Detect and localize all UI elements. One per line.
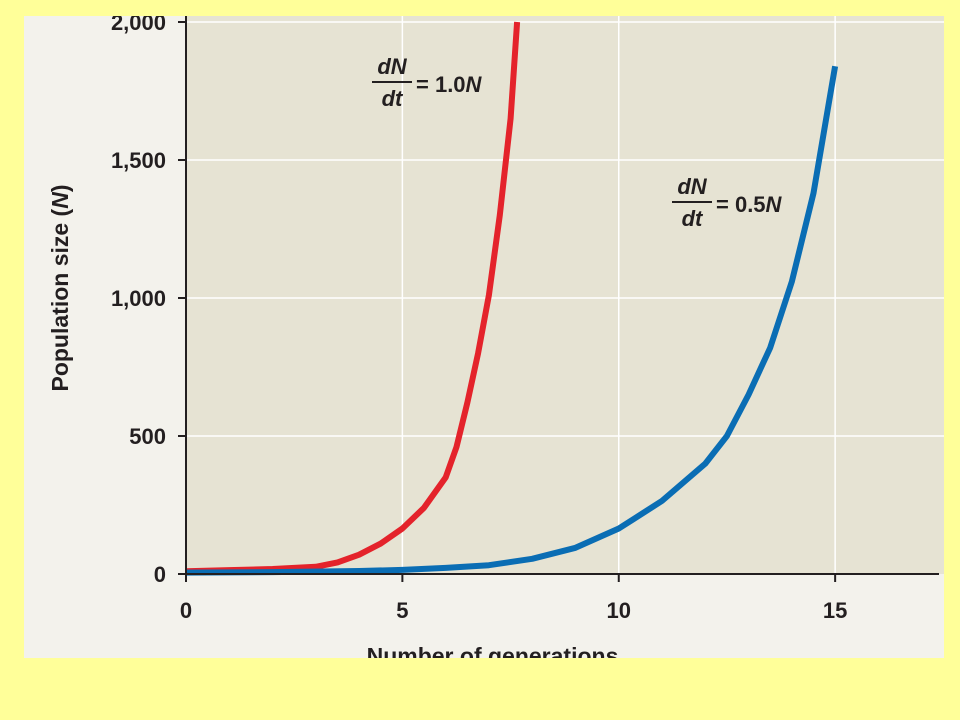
equation-rhs-value: = 0.5 bbox=[716, 192, 766, 217]
equation-rhs: = 1.0N bbox=[416, 72, 483, 97]
equation-rhs: = 0.5N bbox=[716, 192, 783, 217]
series-line-0 bbox=[185, 21, 521, 575]
equation-numerator: dN bbox=[377, 54, 407, 79]
y-axis-title-close: ) bbox=[47, 184, 73, 192]
y-tick-label-0: 0 bbox=[154, 562, 166, 587]
y-tick-label-4: 2,000 bbox=[111, 16, 166, 35]
x-tick-label-3: 15 bbox=[823, 598, 847, 623]
equation-rhs-variable: N bbox=[466, 72, 483, 97]
y-tick-label-2: 1,000 bbox=[111, 286, 166, 311]
series-equation-0: dN dt = 1.0N bbox=[372, 54, 483, 111]
series-line-1 bbox=[185, 65, 839, 576]
y-axis-title-variable: N bbox=[47, 192, 73, 209]
equation-numerator: dN bbox=[677, 174, 707, 199]
x-axis-title: Number of generations bbox=[367, 643, 619, 658]
equation-denominator: dt bbox=[382, 86, 404, 111]
x-tick-label-2: 10 bbox=[607, 598, 631, 623]
series-equation-1: dN dt = 0.5N bbox=[672, 174, 783, 231]
x-tick-label-1: 5 bbox=[396, 598, 408, 623]
y-axis-title-main: Population size ( bbox=[47, 208, 73, 391]
equation-denominator: dt bbox=[682, 206, 704, 231]
y-tick-label-1: 500 bbox=[129, 424, 166, 449]
y-axis-title: Population size (N) bbox=[47, 184, 73, 391]
x-tick-label-0: 0 bbox=[180, 598, 192, 623]
plot-area bbox=[186, 16, 944, 574]
y-tick-label-3: 1,500 bbox=[111, 148, 166, 173]
equation-rhs-value: = 1.0 bbox=[416, 72, 466, 97]
equation-rhs-variable: N bbox=[766, 192, 783, 217]
chart-panel: 0 500 1,000 1,500 2,000 0 5 10 15 dN dt = 1.0N dN dt… bbox=[24, 16, 944, 658]
